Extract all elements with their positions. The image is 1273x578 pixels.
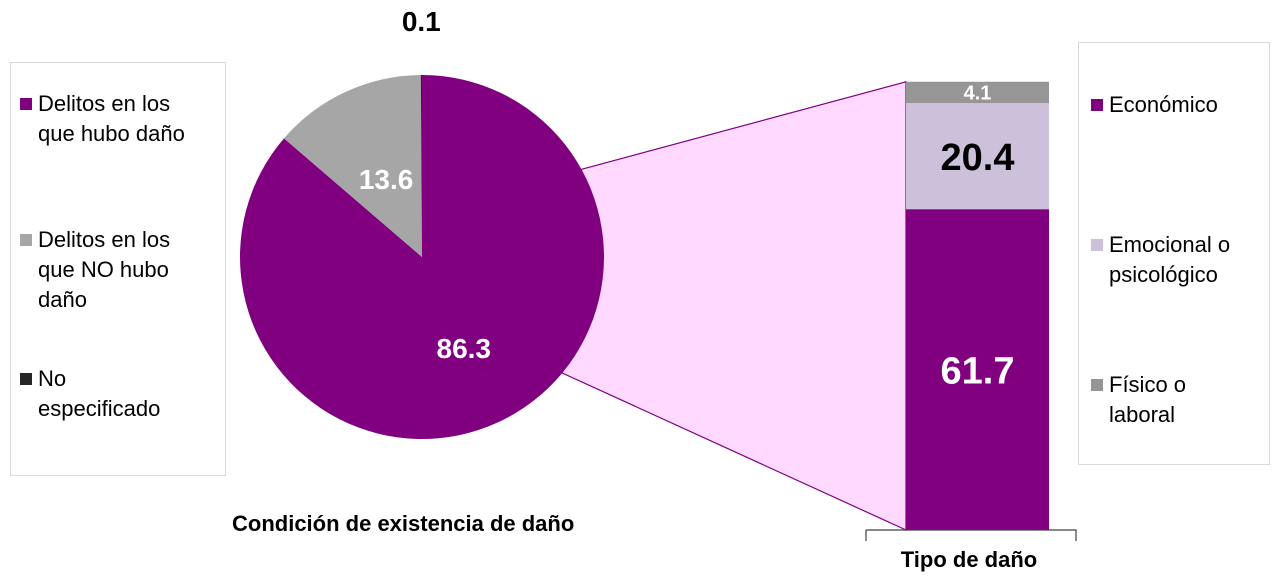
pie-chart: 86.3 13.6 0.1 <box>239 6 604 440</box>
legend-item: Físico o laboral <box>1091 370 1186 430</box>
legend-swatch <box>1091 99 1103 111</box>
legend-label: Delitos en los que NO hubo daño <box>38 227 171 312</box>
bar-axis <box>865 529 1077 541</box>
legend-label: Físico o laboral <box>1109 372 1187 427</box>
bar-title: Tipo de daño <box>900 547 1038 572</box>
legend-swatch <box>1091 239 1103 251</box>
bar-segment <box>906 103 1049 210</box>
legend-label: No especificado <box>38 366 161 421</box>
pie-title: Condición de existencia de daño <box>232 511 575 536</box>
legend-swatch <box>20 373 32 385</box>
pie-data-label: 0.1 <box>402 6 441 37</box>
bar-legend: Económico Emocional o psicológico Físico… <box>1078 42 1270 465</box>
legend-item: No especificado <box>20 364 160 424</box>
pie-data-label: 86.3 <box>437 333 492 364</box>
connector <box>561 80 907 531</box>
legend-swatch <box>20 234 32 246</box>
pie-data-label: 13.6 <box>359 164 414 195</box>
legend-item: Delitos en los que NO hubo daño <box>20 225 170 315</box>
pie-legend: Delitos en los que hubo daño Delitos en … <box>10 62 226 476</box>
legend-swatch <box>20 98 32 110</box>
legend-item: Delitos en los que hubo daño <box>20 89 185 149</box>
legend-label: Económico <box>1109 92 1218 117</box>
legend-label: Delitos en los que hubo daño <box>38 91 185 146</box>
stacked-bar: 61.7 20.4 4.1 <box>865 81 1077 541</box>
legend-label: Emocional o psicológico <box>1109 232 1231 287</box>
pie-slice <box>420 75 422 257</box>
bar-segment <box>906 209 1049 530</box>
bar-data-label: 20.4 <box>941 137 1015 179</box>
legend-item: Económico <box>1091 90 1218 120</box>
connector-band <box>561 80 907 531</box>
pie-slice <box>283 75 422 257</box>
bar-data-label: 61.7 <box>941 350 1015 392</box>
legend-swatch <box>1091 379 1103 391</box>
legend-item: Emocional o psicológico <box>1091 230 1230 290</box>
bar-segment <box>906 81 1049 104</box>
bar-data-label: 4.1 <box>964 83 992 105</box>
